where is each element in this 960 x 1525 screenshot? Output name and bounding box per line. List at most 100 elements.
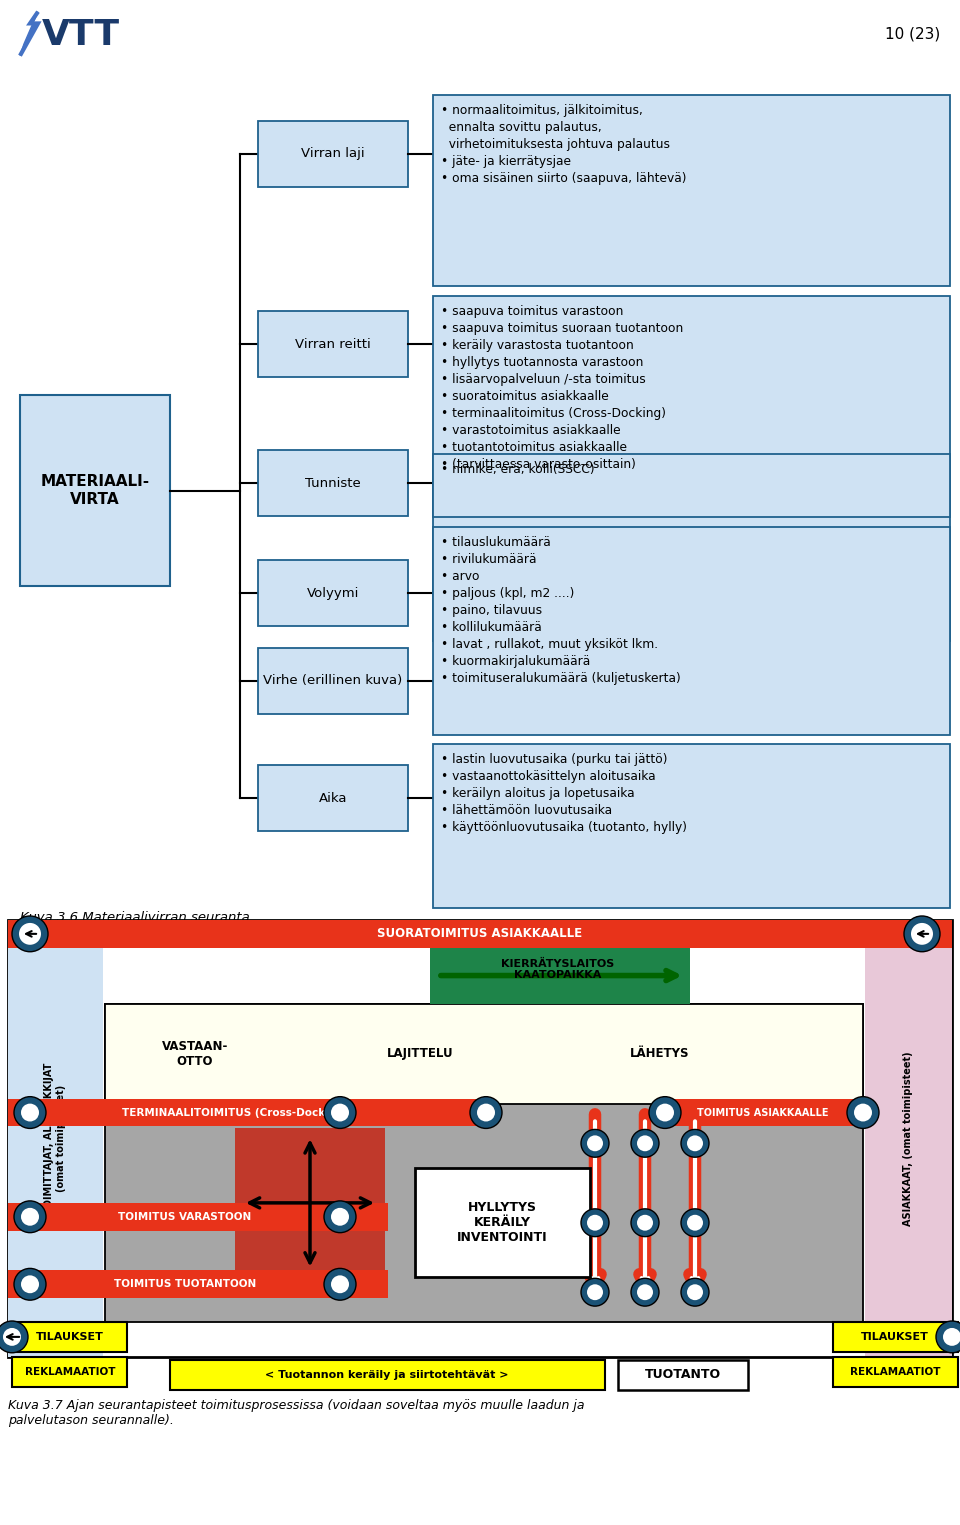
Circle shape (637, 1136, 653, 1151)
Circle shape (943, 1328, 960, 1347)
Text: SUORATOIMITUS ASIAKKAALLE: SUORATOIMITUS ASIAKKAALLE (377, 927, 583, 941)
FancyBboxPatch shape (12, 1322, 127, 1351)
Circle shape (687, 1215, 703, 1231)
Circle shape (0, 1321, 28, 1353)
Text: VASTAAN-
OTTO: VASTAAN- OTTO (162, 1040, 228, 1068)
Circle shape (21, 1275, 39, 1293)
Text: LÄHETYS: LÄHETYS (631, 1048, 689, 1060)
FancyBboxPatch shape (258, 648, 408, 714)
Circle shape (631, 1278, 659, 1305)
Text: VTT: VTT (42, 18, 120, 52)
Text: TUOTANTO: TUOTANTO (645, 1368, 721, 1382)
FancyBboxPatch shape (433, 95, 950, 285)
Circle shape (637, 1284, 653, 1301)
Circle shape (14, 1269, 46, 1301)
FancyBboxPatch shape (8, 920, 952, 1357)
Circle shape (331, 1275, 349, 1293)
Text: Kuva 3.7 Ajan seurantapisteet toimitusprosessissa (voidaan soveltaa myös muulle : Kuva 3.7 Ajan seurantapisteet toimituspr… (8, 1400, 585, 1427)
FancyBboxPatch shape (12, 1357, 127, 1386)
Circle shape (911, 923, 933, 946)
Circle shape (21, 1104, 39, 1121)
Text: Aika: Aika (319, 791, 348, 805)
FancyBboxPatch shape (618, 1360, 748, 1389)
Circle shape (649, 1096, 681, 1128)
FancyBboxPatch shape (833, 1357, 958, 1386)
Text: KIERRÄTYSLAITOS
KAATOPAIKKA: KIERRÄTYSLAITOS KAATOPAIKKA (501, 959, 614, 981)
Circle shape (687, 1136, 703, 1151)
Circle shape (631, 1209, 659, 1237)
Circle shape (581, 1130, 609, 1157)
Text: REKLAMAATIOT: REKLAMAATIOT (850, 1366, 940, 1377)
Circle shape (14, 1200, 46, 1232)
Text: TOIMITUS VARASTOON: TOIMITUS VARASTOON (118, 1212, 252, 1222)
Text: TILAUKSET: TILAUKSET (36, 1331, 104, 1342)
FancyBboxPatch shape (665, 1098, 865, 1127)
Text: 10 (23): 10 (23) (885, 26, 940, 41)
Text: Virhe (erillinen kuva): Virhe (erillinen kuva) (263, 674, 402, 688)
FancyBboxPatch shape (258, 450, 408, 517)
Circle shape (470, 1096, 502, 1128)
Text: Virran laji: Virran laji (301, 148, 365, 160)
Text: • nimike, erä, kolli(SSCC): • nimike, erä, kolli(SSCC) (441, 462, 594, 476)
Polygon shape (20, 12, 38, 55)
Circle shape (21, 1208, 39, 1226)
FancyBboxPatch shape (8, 920, 952, 947)
Text: TOIMITTAJAT, ALIHANKKIJAT
(omat toimipisteet): TOIMITTAJAT, ALIHANKKIJAT (omat toimipis… (44, 1063, 66, 1214)
Text: • lastin luovutusaika (purku tai jättö)
• vastaanottokäsittelyn aloitusaika
• ke: • lastin luovutusaika (purku tai jättö) … (441, 753, 687, 834)
Circle shape (331, 1104, 349, 1121)
Circle shape (854, 1104, 872, 1121)
Text: • normaalitoimitus, jälkitoimitus,
  ennalta sovittu palautus,
  virhetoimitukse: • normaalitoimitus, jälkitoimitus, ennal… (441, 104, 686, 185)
FancyBboxPatch shape (833, 1322, 958, 1351)
FancyBboxPatch shape (8, 1203, 388, 1231)
Text: REKLAMAATIOT: REKLAMAATIOT (25, 1366, 115, 1377)
FancyBboxPatch shape (105, 1005, 863, 1104)
Text: TERMINAALITOIMITUS (Cross-Docking): TERMINAALITOIMITUS (Cross-Docking) (122, 1107, 348, 1118)
Text: Volyymi: Volyymi (307, 587, 359, 599)
FancyBboxPatch shape (105, 1005, 863, 1322)
FancyBboxPatch shape (235, 1128, 385, 1278)
FancyBboxPatch shape (415, 1168, 590, 1278)
Circle shape (687, 1284, 703, 1301)
FancyBboxPatch shape (258, 766, 408, 831)
Circle shape (587, 1136, 603, 1151)
Circle shape (681, 1278, 709, 1305)
Text: Virran reitti: Virran reitti (295, 337, 371, 351)
Text: TILAUKSET: TILAUKSET (861, 1331, 929, 1342)
Text: TOIMITUS TUOTANTOON: TOIMITUS TUOTANTOON (114, 1279, 256, 1289)
Circle shape (587, 1284, 603, 1301)
Circle shape (904, 917, 940, 952)
FancyBboxPatch shape (433, 454, 950, 517)
Circle shape (581, 1278, 609, 1305)
Circle shape (681, 1209, 709, 1237)
Circle shape (324, 1200, 356, 1232)
Circle shape (656, 1104, 674, 1121)
Text: • tilauslukumäärä
• rivilukumäärä
• arvo
• paljous (kpl, m2 ....)
• paino, tilav: • tilauslukumäärä • rivilukumäärä • arvo… (441, 535, 681, 685)
FancyBboxPatch shape (258, 311, 408, 377)
FancyBboxPatch shape (170, 1360, 605, 1389)
FancyBboxPatch shape (430, 947, 690, 1005)
FancyBboxPatch shape (20, 395, 170, 586)
Circle shape (477, 1104, 495, 1121)
Circle shape (3, 1328, 21, 1347)
FancyBboxPatch shape (433, 744, 950, 907)
Circle shape (936, 1321, 960, 1353)
FancyBboxPatch shape (8, 1270, 388, 1298)
Circle shape (847, 1096, 879, 1128)
FancyBboxPatch shape (258, 560, 408, 627)
FancyBboxPatch shape (8, 1098, 488, 1127)
Text: TOIMITUS ASIAKKAALLE: TOIMITUS ASIAKKAALLE (697, 1107, 828, 1118)
Circle shape (19, 923, 41, 946)
Circle shape (324, 1269, 356, 1301)
Circle shape (581, 1209, 609, 1237)
Text: ASIAKKAAT, (omat toimipisteet): ASIAKKAAT, (omat toimipisteet) (903, 1051, 913, 1226)
Circle shape (324, 1096, 356, 1128)
Text: Kuva 3.6 Materiaalivirran seuranta.: Kuva 3.6 Materiaalivirran seuranta. (20, 910, 254, 924)
Text: Tunniste: Tunniste (305, 477, 361, 490)
FancyBboxPatch shape (433, 296, 950, 642)
Circle shape (631, 1130, 659, 1157)
Text: < Tuotannon keräily ja siirtotehtävät >: < Tuotannon keräily ja siirtotehtävät > (265, 1369, 509, 1380)
FancyBboxPatch shape (8, 920, 103, 1357)
Circle shape (12, 917, 48, 952)
Circle shape (637, 1215, 653, 1231)
Text: HYLLYTYS
KERÄILY
INVENTOINTI: HYLLYTYS KERÄILY INVENTOINTI (457, 1202, 547, 1244)
